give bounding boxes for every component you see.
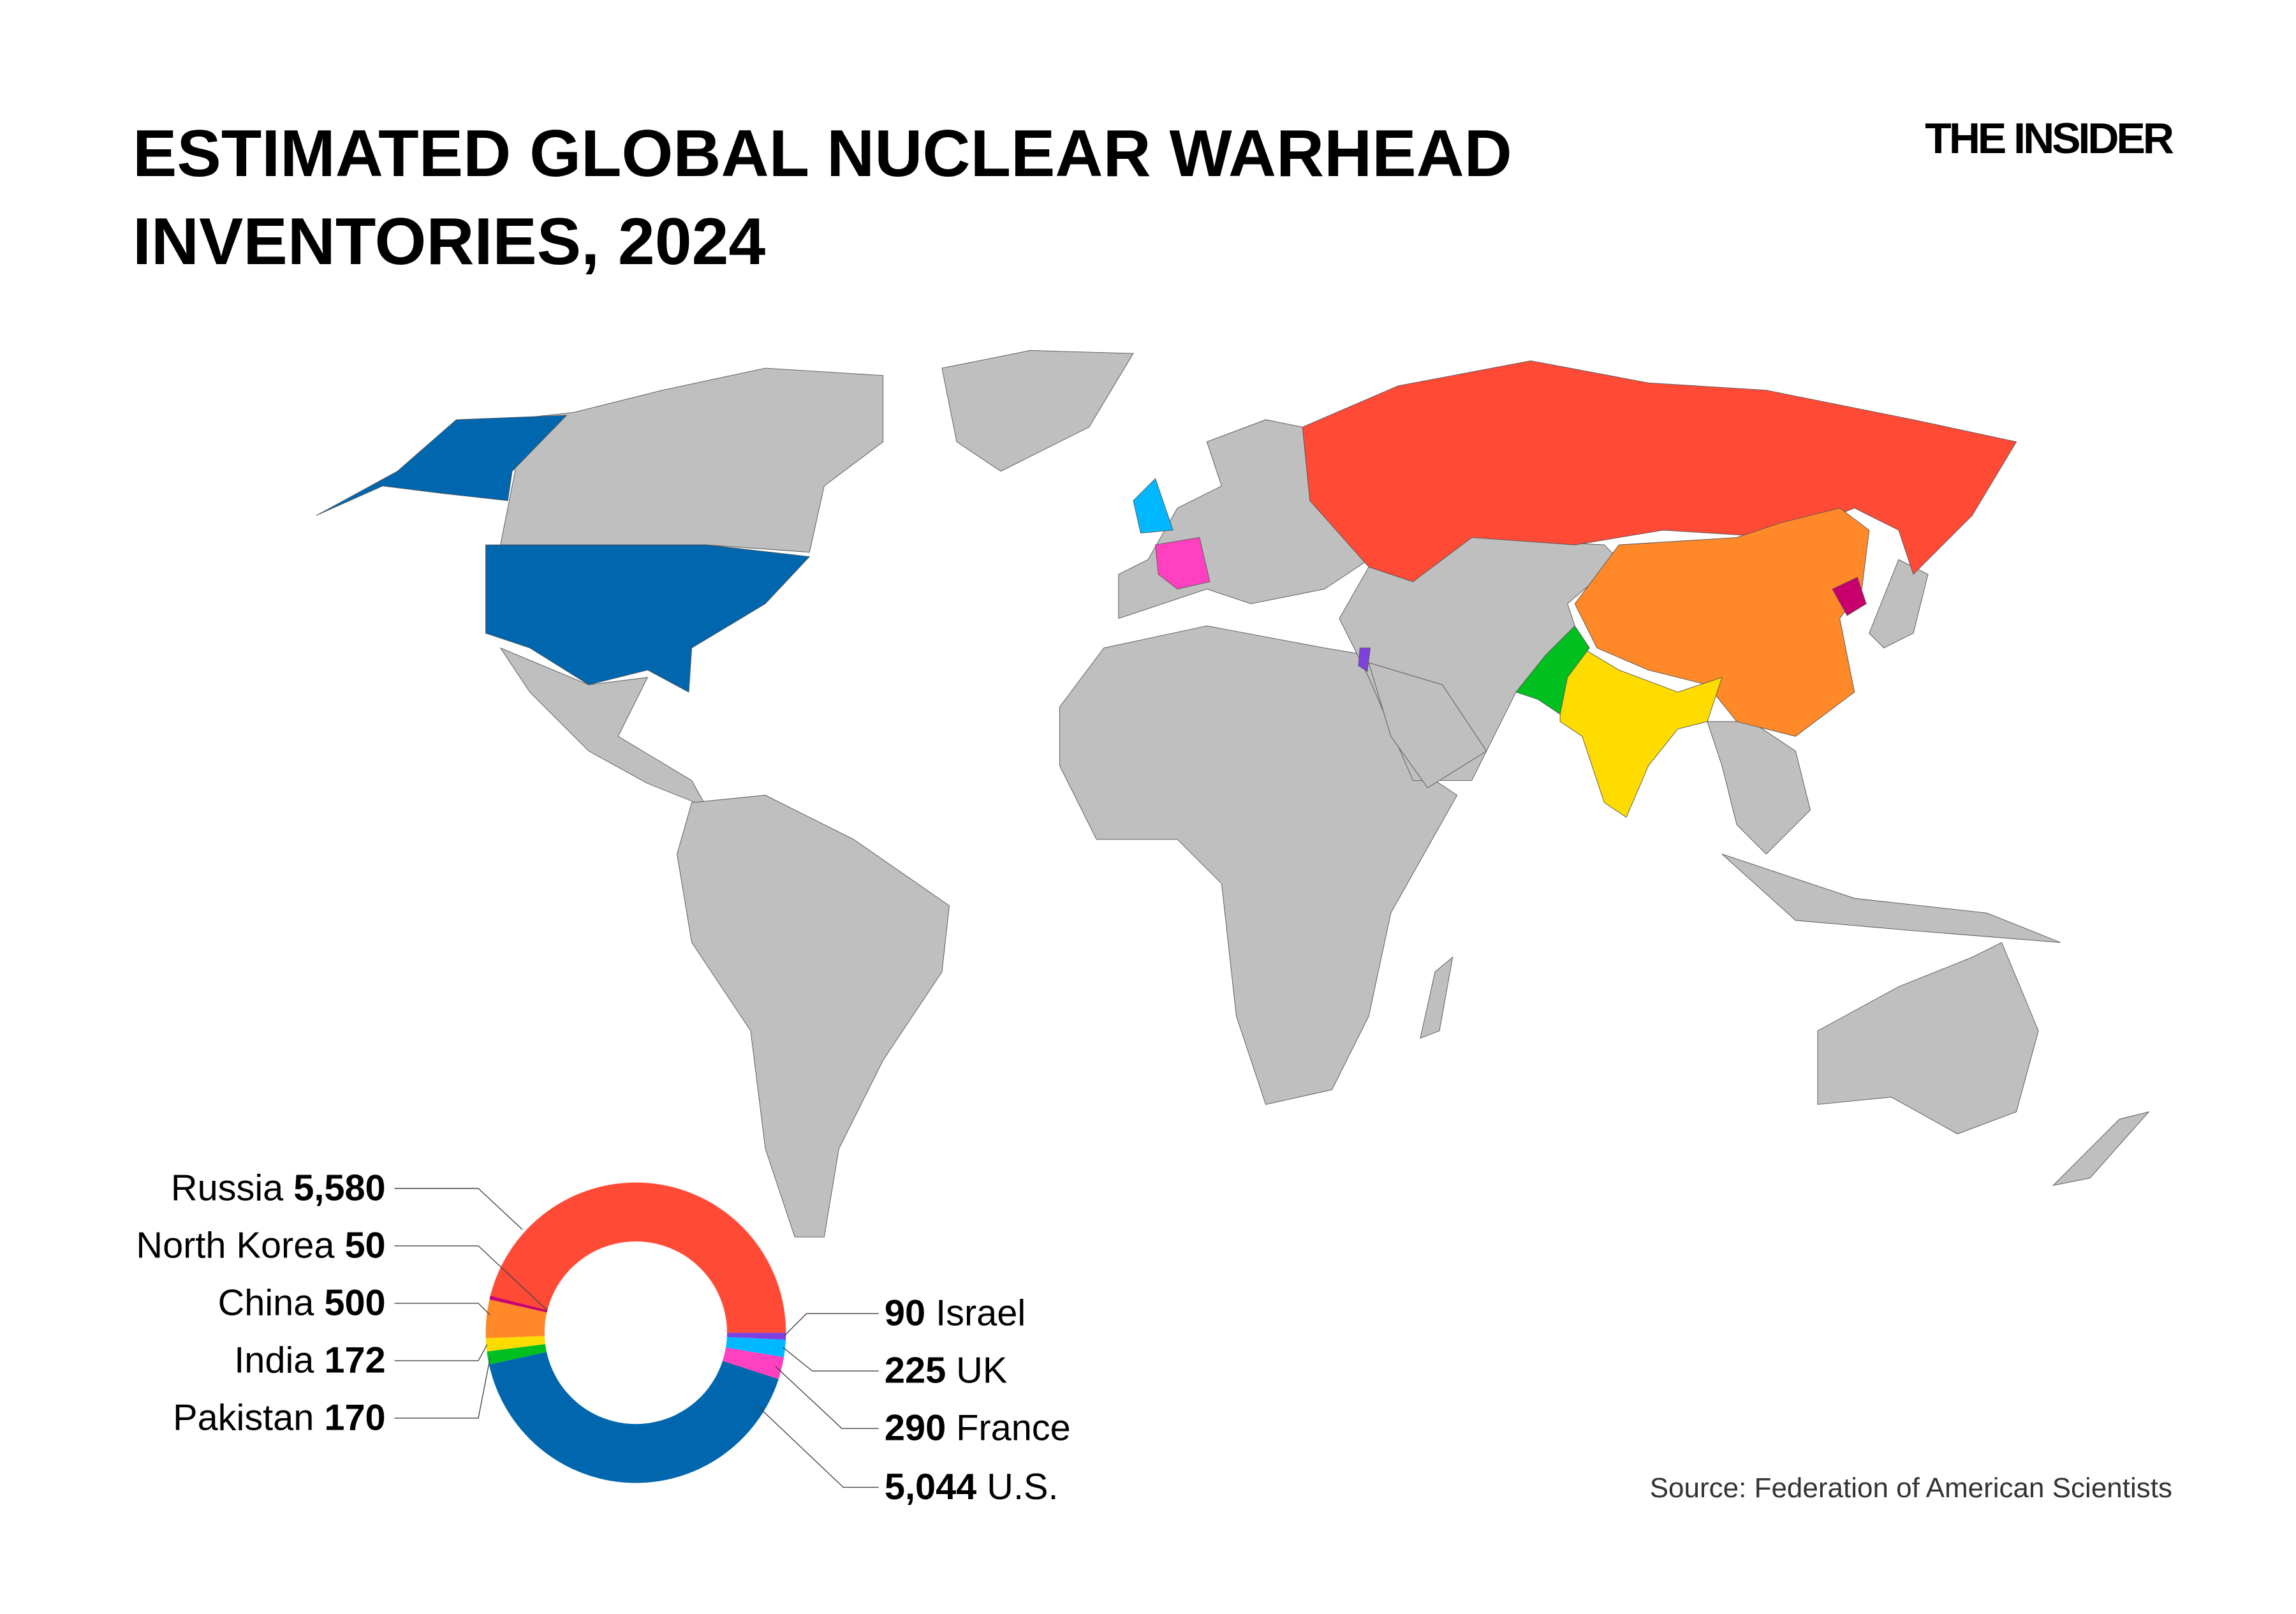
leader-line-russia	[394, 1188, 523, 1231]
leader-line-north-korea	[394, 1245, 548, 1311]
label-value: 90	[885, 1293, 925, 1334]
map-canada	[500, 367, 884, 553]
donut-slice-china	[485, 1299, 547, 1338]
label-uk: 225 UK	[885, 1351, 1007, 1391]
donut-slice-india	[485, 1336, 545, 1352]
donut-slice-france	[723, 1347, 784, 1379]
map-indonesia	[1721, 854, 2061, 943]
label-country: North Korea	[136, 1225, 335, 1266]
title-line-1: ESTIMATED GLOBAL NUCLEAR WARHEAD	[133, 117, 1512, 191]
map-africa	[1059, 625, 1458, 1105]
label-china: China 500	[218, 1282, 386, 1323]
map-southeast-asia	[1707, 721, 1811, 855]
leader-line-uk	[783, 1347, 879, 1372]
label-pakistan: Pakistan 170	[173, 1397, 385, 1438]
donut-chart	[485, 1182, 786, 1483]
map-japan	[1869, 559, 1929, 649]
title-line-2: INVENTORIES, 2024	[133, 205, 766, 279]
map-arabia	[1368, 662, 1487, 788]
map-madagascar	[1420, 956, 1453, 1039]
map-north-korea	[1832, 577, 1867, 616]
label-value: 50	[344, 1225, 385, 1266]
leader-line-china	[394, 1303, 490, 1315]
donut-slice-u-s	[489, 1352, 779, 1483]
donut-slice-russia	[490, 1182, 786, 1333]
map-china	[1574, 507, 1870, 737]
label-country: U.S.	[987, 1467, 1058, 1507]
the-insider-logo: THE INSIDER	[1925, 114, 2174, 163]
world-map	[316, 350, 2150, 1238]
map-greenland	[941, 350, 1134, 472]
label-value: 290	[885, 1408, 946, 1449]
donut-slice-pakistan	[487, 1344, 547, 1365]
label-value: 225	[885, 1351, 946, 1391]
donut-slice-uk	[726, 1336, 786, 1358]
label-north-korea: North Korea 50	[136, 1225, 385, 1266]
source-note: Source: Federation of American Scientist…	[1649, 1472, 2172, 1504]
map-pakistan	[1515, 625, 1590, 715]
map-russia	[1302, 360, 2017, 582]
map-france	[1155, 537, 1211, 589]
label-u-s: 5,044 U.S.	[885, 1467, 1059, 1507]
label-israel: 90 Israel	[885, 1293, 1026, 1334]
map-uk	[1133, 478, 1174, 534]
map-israel	[1358, 648, 1371, 672]
label-value: 172	[324, 1340, 385, 1381]
map-mexico-central-america	[499, 647, 707, 808]
label-value: 5,580	[293, 1167, 385, 1208]
label-country: Pakistan	[173, 1397, 314, 1438]
map-australia	[1817, 942, 2039, 1134]
label-country: France	[956, 1408, 1071, 1449]
label-value: 500	[324, 1282, 385, 1323]
map-india	[1559, 648, 1723, 818]
label-country: Israel	[936, 1293, 1026, 1334]
label-country: Russia	[171, 1167, 284, 1208]
label-france: 290 France	[885, 1408, 1071, 1449]
leader-lines	[394, 1188, 879, 1488]
leader-line-israel	[784, 1313, 879, 1336]
chart-title: ESTIMATED GLOBAL NUCLEAR WARHEAD INVENTOR…	[133, 110, 1512, 286]
map-alaska-us	[316, 415, 568, 516]
leader-line-u-s	[757, 1406, 879, 1488]
label-value: 5,044	[885, 1467, 976, 1507]
leader-line-france	[775, 1366, 879, 1429]
label-value: 170	[324, 1397, 385, 1438]
label-russia: Russia 5,580	[171, 1167, 386, 1208]
map-new-zealand	[2052, 1111, 2150, 1187]
leader-line-pakistan	[394, 1358, 491, 1419]
leader-line-india	[394, 1344, 488, 1361]
label-country: India	[234, 1340, 314, 1381]
donut-slice-north-korea	[489, 1296, 548, 1313]
label-india: India 172	[234, 1340, 385, 1381]
label-country: UK	[956, 1351, 1007, 1391]
label-country: China	[218, 1282, 315, 1323]
map-south-america	[677, 795, 950, 1238]
donut-slice-israel	[726, 1333, 786, 1340]
map-united-states	[485, 544, 811, 693]
